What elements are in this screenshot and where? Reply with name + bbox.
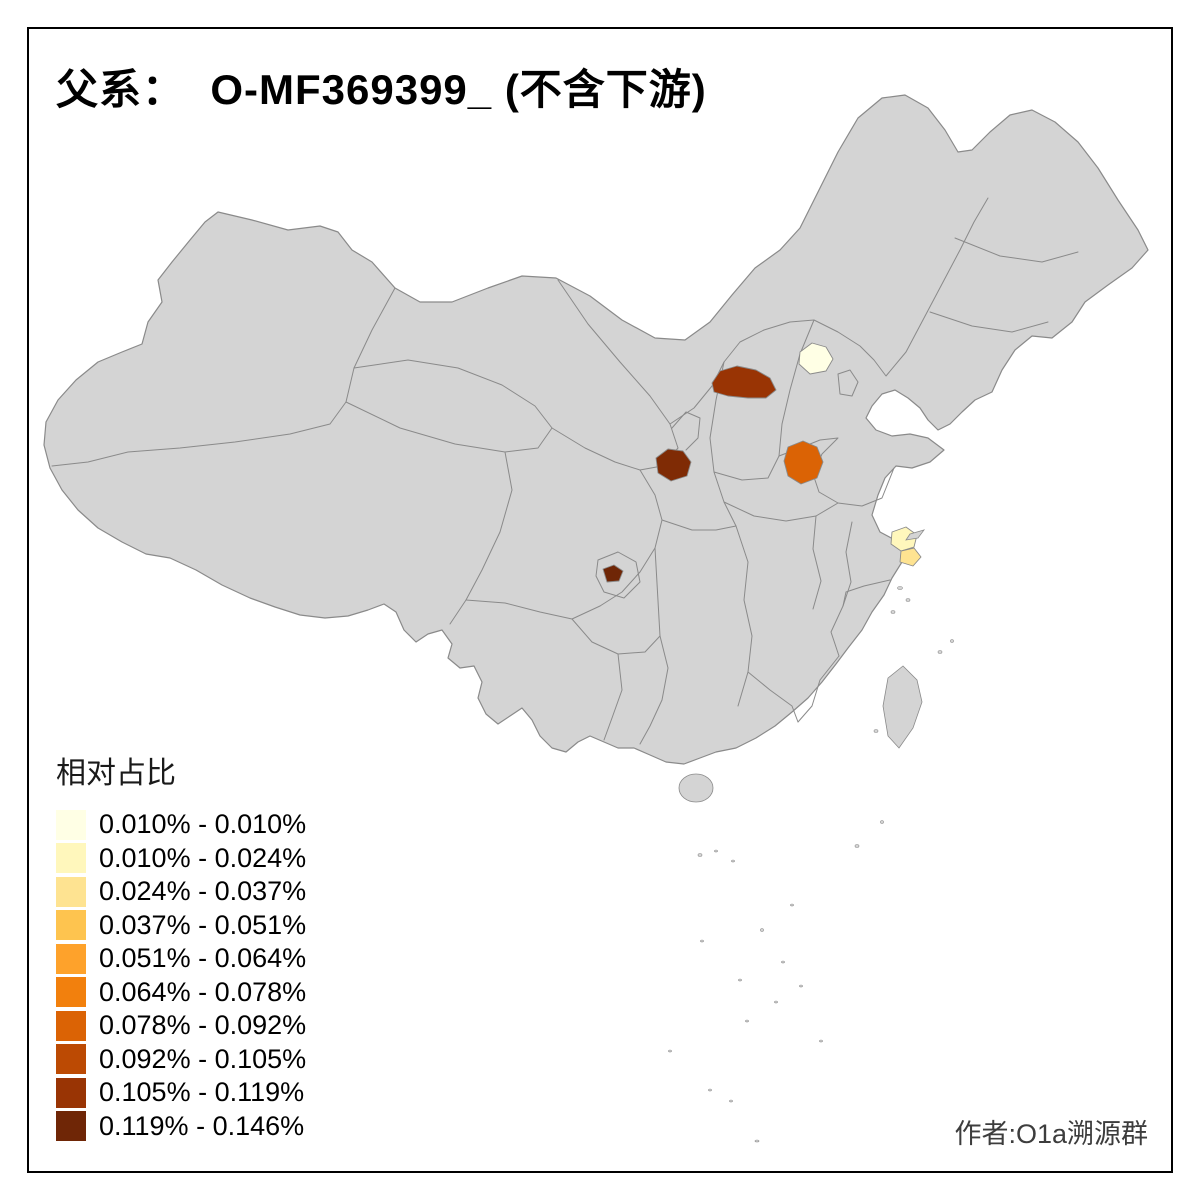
page-title: 父系： O-MF369399_ (不含下游) [56, 66, 707, 113]
legend-item: 0.064% - 0.078% [56, 976, 306, 1010]
legend-label: 0.105% - 0.119% [99, 1077, 305, 1108]
legend-item: 0.105% - 0.119% [56, 1076, 306, 1110]
legend-item: 0.010% - 0.010% [56, 808, 306, 842]
legend: 相对占比 0.010% - 0.010% 0.010% - 0.024% 0.024… [56, 748, 306, 1143]
legend-swatch [56, 910, 86, 941]
legend-item: 0.119% - 0.146% [56, 1110, 306, 1144]
legend-item: 0.037% - 0.051% [56, 909, 306, 943]
region-shanxi-north [711, 365, 777, 399]
legend-label: 0.010% - 0.024% [99, 842, 307, 873]
legend-label: 0.092% - 0.105% [99, 1043, 307, 1074]
region-sichuan-east [602, 564, 624, 583]
region-beijing [798, 342, 834, 375]
taiwan-island [882, 665, 923, 749]
legend-swatch [56, 876, 86, 907]
legend-swatch [56, 843, 86, 874]
province-borders [51, 197, 1079, 745]
islands [678, 529, 926, 803]
legend-label: 0.119% - 0.146% [99, 1110, 305, 1141]
legend-label: 0.064% - 0.078% [99, 976, 307, 1007]
legend-items: 0.010% - 0.010% 0.010% - 0.024% 0.024% - 0… [56, 808, 306, 1143]
china-mainland [43, 94, 1149, 765]
legend-label: 0.037% - 0.051% [99, 909, 307, 940]
legend-title: 相对占比 [56, 757, 176, 790]
legend-swatch [56, 1044, 86, 1075]
legend-item: 0.051% - 0.064% [56, 942, 306, 976]
region-shandong-west [783, 440, 824, 485]
region-shanghai [899, 547, 922, 567]
legend-label: 0.024% - 0.037% [99, 876, 307, 907]
legend-item: 0.010% - 0.024% [56, 842, 306, 876]
legend-item: 0.078% - 0.092% [56, 1009, 306, 1043]
legend-swatch [56, 1111, 86, 1142]
legend-label: 0.051% - 0.064% [99, 943, 307, 974]
legend-swatch [56, 943, 86, 974]
region-jiangsu-south [890, 526, 918, 552]
legend-swatch [56, 977, 86, 1008]
legend-item: 0.092% - 0.105% [56, 1043, 306, 1077]
region-shaanxi-central [655, 448, 692, 482]
hainan-island [678, 773, 714, 803]
legend-item: 0.024% - 0.037% [56, 875, 306, 909]
legend-label: 0.078% - 0.092% [99, 1010, 307, 1041]
legend-label: 0.010% - 0.010% [99, 809, 307, 840]
legend-swatch [56, 1077, 86, 1108]
attribution: 作者:O1a溯源群 [954, 1119, 1148, 1149]
south-china-sea-islands [668, 586, 954, 1143]
legend-swatch [56, 809, 86, 840]
legend-swatch [56, 1010, 86, 1041]
chongming-island [905, 529, 926, 541]
